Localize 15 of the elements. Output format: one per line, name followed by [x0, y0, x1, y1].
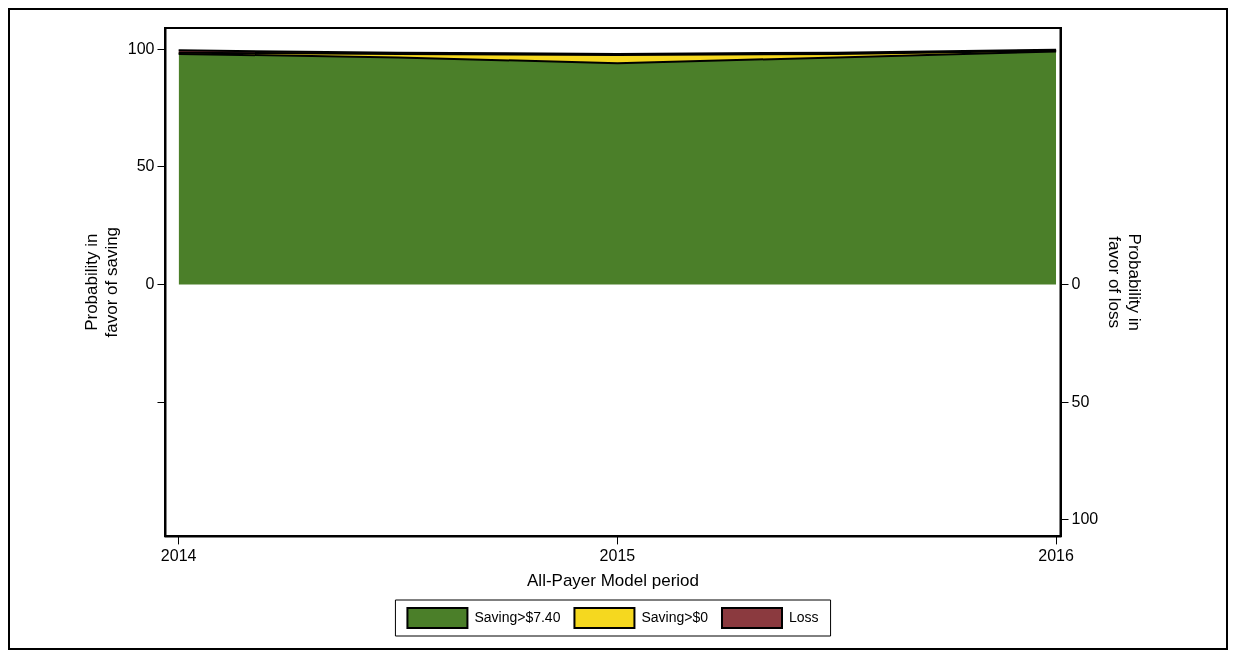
legend-label: Saving>$7.40	[474, 608, 561, 625]
legend-label: Loss	[789, 608, 819, 625]
y-tick-label: 50	[136, 157, 155, 175]
y2-tick-label: 100	[1071, 510, 1099, 528]
y-tick-label: 100	[127, 39, 155, 57]
y-tick-label: 0	[145, 274, 155, 292]
x-tick-label: 2014	[160, 547, 197, 565]
x-tick-label: 2015	[599, 547, 636, 565]
y-axis-title: Probability in favor of saving	[81, 226, 122, 338]
y2-axis-title: Probability in favor of loss	[1104, 233, 1145, 331]
x-tick-label: 2016	[1038, 547, 1075, 565]
y2-tick-label: 0	[1071, 274, 1081, 292]
x-axis-title: All-Payer Model period	[527, 571, 699, 591]
y2-tick-label: 50	[1071, 392, 1090, 410]
legend-label: Saving>$0	[641, 608, 709, 625]
